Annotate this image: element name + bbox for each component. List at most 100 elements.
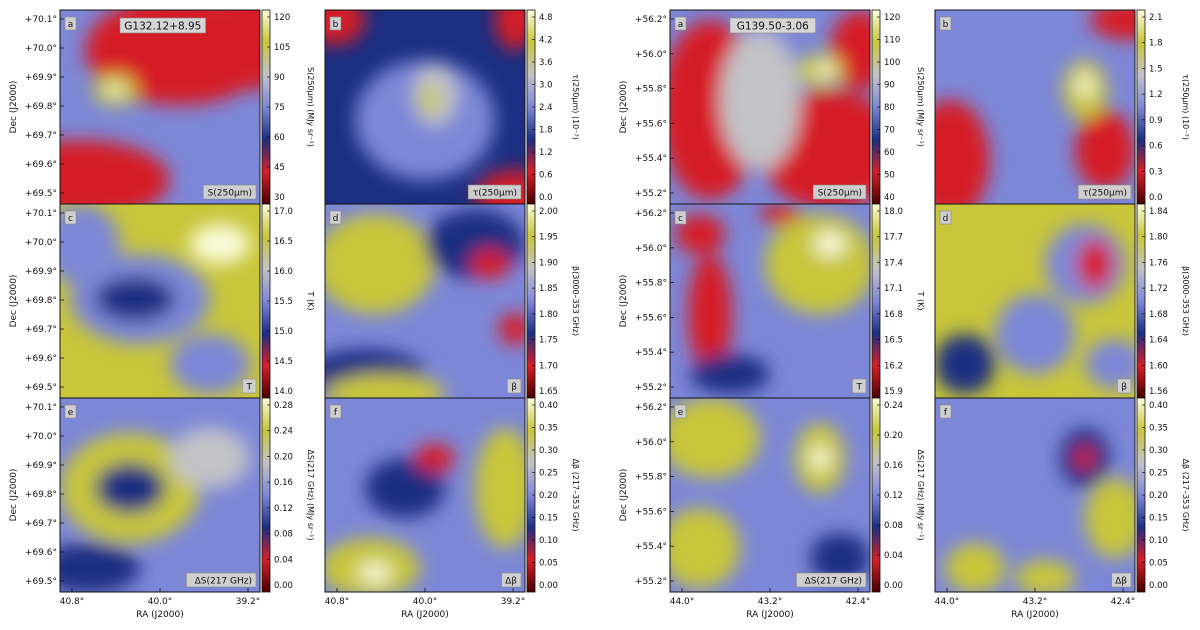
map-structure — [60, 428, 250, 592]
colorbar-tick-label: 0.20 — [274, 452, 293, 462]
colorbar-tick-label: 3.6 — [539, 58, 553, 68]
colorbar-tick-label: 16.0 — [274, 267, 293, 277]
colorbar-tick-label: 0.35 — [539, 424, 558, 434]
colorbar-tick-label: 0.30 — [539, 446, 558, 456]
colorbar-tick-label: 60 — [884, 148, 895, 158]
colorbar — [1136, 9, 1146, 205]
colorbar-tick-label: 1.76 — [1149, 258, 1168, 268]
x-tick-label: 40.8° — [60, 597, 85, 607]
quantity-label-box — [242, 378, 257, 394]
colorbar-tick-label: 0.00 — [884, 581, 903, 591]
panel-letter: b — [333, 20, 339, 30]
map-feature — [325, 214, 435, 314]
map-feature — [1075, 110, 1135, 190]
x-tick-label: 43.2° — [758, 597, 783, 607]
map-feature — [1085, 339, 1135, 389]
map-feature — [420, 86, 440, 114]
map-feature — [945, 543, 1005, 592]
colorbar-tick-label: 0.20 — [539, 491, 558, 501]
colorbar-label: τ(250μm) (10⁻³) — [571, 74, 580, 140]
colorbar-tick-label: 0.6 — [539, 171, 553, 181]
colorbar-tick-label: 60 — [274, 133, 285, 143]
x-tick-label: 40.0° — [148, 597, 173, 607]
map-image — [670, 204, 870, 398]
y-tick-label: +70.1° — [25, 403, 57, 413]
colorbar-label: β(3000–353 GHz) — [571, 266, 580, 336]
field-title: G139.50-3.06 — [737, 21, 809, 33]
colorbar-label: S(250μm) (MJy sr⁻¹) — [916, 67, 925, 147]
panel-letter-box — [674, 16, 687, 31]
y-tick-label: +69.6° — [25, 354, 57, 364]
y-tick-label: +69.6° — [25, 160, 57, 170]
x-axis-label: RA (J2000) — [746, 610, 794, 620]
panel-e: e ΔS(217 GHz) +56.2° +56.0° +55.8° +55.6° +55.… — [619, 397, 925, 620]
y-tick-label: +69.8° — [25, 102, 57, 112]
y-tick-label: +70.0° — [25, 44, 57, 54]
colorbar-tick-label: 15.9 — [884, 387, 903, 397]
y-tick-label: +69.5° — [25, 577, 57, 587]
map-image — [325, 204, 525, 398]
panel-letter-box — [329, 210, 342, 225]
colorbar-tick-label: 0.0 — [1149, 193, 1163, 203]
colorbar-label: ΔS(217 GHz) (MJy sr⁻¹) — [306, 449, 315, 540]
colorbar-tick-label: 0.12 — [274, 504, 293, 514]
y-tick-label: +55.6° — [635, 119, 667, 129]
map-image — [935, 10, 1135, 204]
colorbar-tick-label: 40 — [884, 193, 895, 203]
colorbar-tick-label: 2.4 — [539, 103, 553, 113]
map-feature — [690, 354, 770, 394]
colorbar — [261, 397, 271, 593]
colorbar-tick-label: 1.75 — [539, 336, 558, 346]
colorbar-tick-label: 16.2 — [884, 361, 903, 371]
x-axis-label: RA (J2000) — [401, 610, 449, 620]
colorbar-tick-label: 1.95 — [539, 233, 558, 243]
colorbar-tick-label: 50 — [884, 171, 895, 181]
colorbar-tick-label: 30 — [274, 193, 285, 203]
y-tick-label: +69.6° — [25, 548, 57, 558]
map-feature — [1077, 73, 1093, 97]
map-feature — [720, 30, 800, 170]
colorbar-tick-label: 0.20 — [884, 431, 903, 441]
panel-c: c T +56.2° +56.0° +55.8° +55.6° +55.4° +55.2° De… — [619, 203, 925, 399]
colorbar-tick-label: 1.70 — [539, 361, 558, 371]
x-tick-label: 39.2° — [236, 597, 261, 607]
panel-letter: c — [68, 214, 73, 224]
panel-letter-box — [329, 16, 342, 31]
colorbar-tick-label: 1.65 — [539, 387, 558, 397]
map-structure — [670, 398, 870, 588]
colorbar-tick-label: 90 — [884, 81, 895, 91]
colorbar-tick-label: 1.8 — [1149, 39, 1163, 49]
colorbar-tick-label: 1.8 — [539, 126, 553, 136]
map-feature — [95, 463, 165, 513]
colorbar-label: S(250μm) (MJy sr⁻¹) — [306, 67, 315, 147]
x-tick-label: 40.8° — [325, 597, 350, 607]
panel-letter: f — [334, 408, 338, 418]
panel-a: a S(250μm) G132.12+8.95 +70.1° +70.0° +69.9° +… — [9, 9, 315, 205]
x-axis-label: RA (J2000) — [1011, 610, 1059, 620]
panel-letter-box — [64, 404, 77, 419]
colorbar-tick-label: 2.1 — [1149, 13, 1163, 23]
colorbar-label: τ(250μm) (10⁻³) — [1181, 74, 1190, 140]
panel-letter-box — [64, 16, 77, 31]
colorbar-tick-label: 0.12 — [884, 491, 903, 501]
colorbar-tick-label: 80 — [884, 103, 895, 113]
panel-a: a S(250μm) G139.50-3.06 +56.2° +56.0° +55.8° +… — [619, 9, 925, 205]
map-structure — [670, 10, 870, 204]
colorbar-tick-label: 17.7 — [884, 233, 903, 243]
map-feature — [1075, 446, 1095, 470]
colorbar-tick-label: 0.30 — [1149, 446, 1168, 456]
y-tick-label: +55.4° — [635, 154, 667, 164]
quantity-label-box — [501, 572, 522, 588]
map-feature — [190, 224, 250, 264]
colorbar-tick-label: 0.3 — [1149, 167, 1163, 177]
y-tick-label: +69.5° — [25, 383, 57, 393]
y-tick-label: +70.1° — [25, 209, 57, 219]
quantity-label-box — [186, 572, 257, 588]
panel-f: f Δβ 44.0° 43.2° 42.4° RA (J2000) 0.40 0.35 0.30… — [934, 397, 1190, 620]
map-feature — [1015, 560, 1075, 592]
colorbar-tick-label: 1.64 — [1149, 336, 1168, 346]
y-tick-label: +56.2° — [635, 403, 667, 413]
colorbar-tick-label: 0.28 — [274, 401, 293, 411]
y-tick-label: +69.9° — [25, 73, 57, 83]
panel-d: d β 1.84 1.80 1.76 1.72 1.68 1.64 1.60 1.56 β(3000… — [934, 203, 1190, 399]
